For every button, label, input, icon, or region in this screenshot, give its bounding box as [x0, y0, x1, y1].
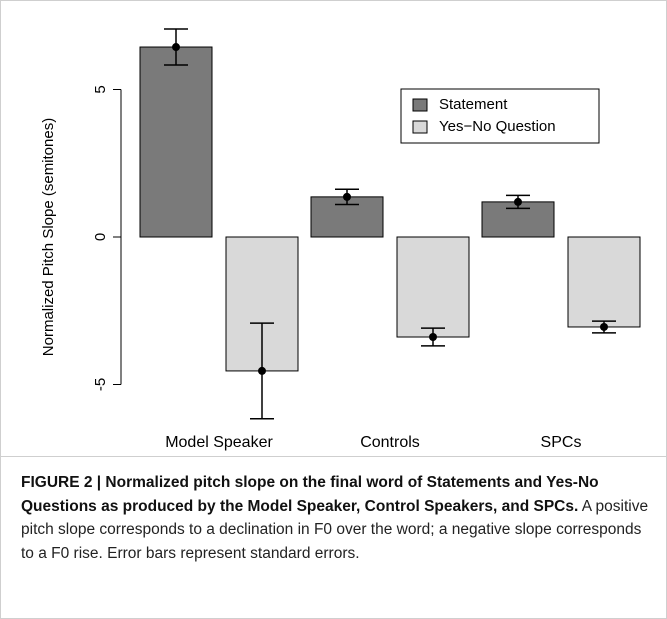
y-tick-label: 5 [92, 85, 109, 93]
chart: Normalized Pitch Slope (semitones) -5 0 5 M… [40, 28, 641, 451]
y-tick-label: 0 [92, 233, 109, 241]
bar [396, 236, 470, 338]
y-tick-label: -5 [92, 378, 109, 391]
bar [139, 46, 213, 238]
legend-swatch [412, 98, 428, 112]
legend-label: Yes−No Question [439, 118, 556, 135]
x-tick-label: Controls [360, 434, 420, 451]
bar [567, 236, 641, 328]
mean-point [600, 322, 608, 331]
x-tick-label: SPCs [541, 434, 582, 451]
caption: FIGURE 2 | Normalized pitch slope on the… [21, 471, 651, 565]
y-axis-label: Normalized Pitch Slope (semitones) [40, 118, 57, 356]
legend-label: Statement [439, 96, 508, 113]
x-tick-label: Model Speaker [165, 434, 273, 451]
mean-point [172, 43, 180, 52]
legend-box [400, 88, 600, 144]
caption-label: FIGURE 2 | Normalized pitch slope on the… [21, 474, 599, 515]
mean-point [429, 333, 437, 342]
bar [481, 201, 555, 238]
legend-swatch [412, 120, 428, 134]
mean-point [258, 366, 266, 375]
mean-point [514, 197, 522, 206]
mean-point [343, 192, 351, 201]
separator [1, 456, 666, 457]
caption-text: A positive pitch slope corresponds to a … [21, 497, 649, 562]
